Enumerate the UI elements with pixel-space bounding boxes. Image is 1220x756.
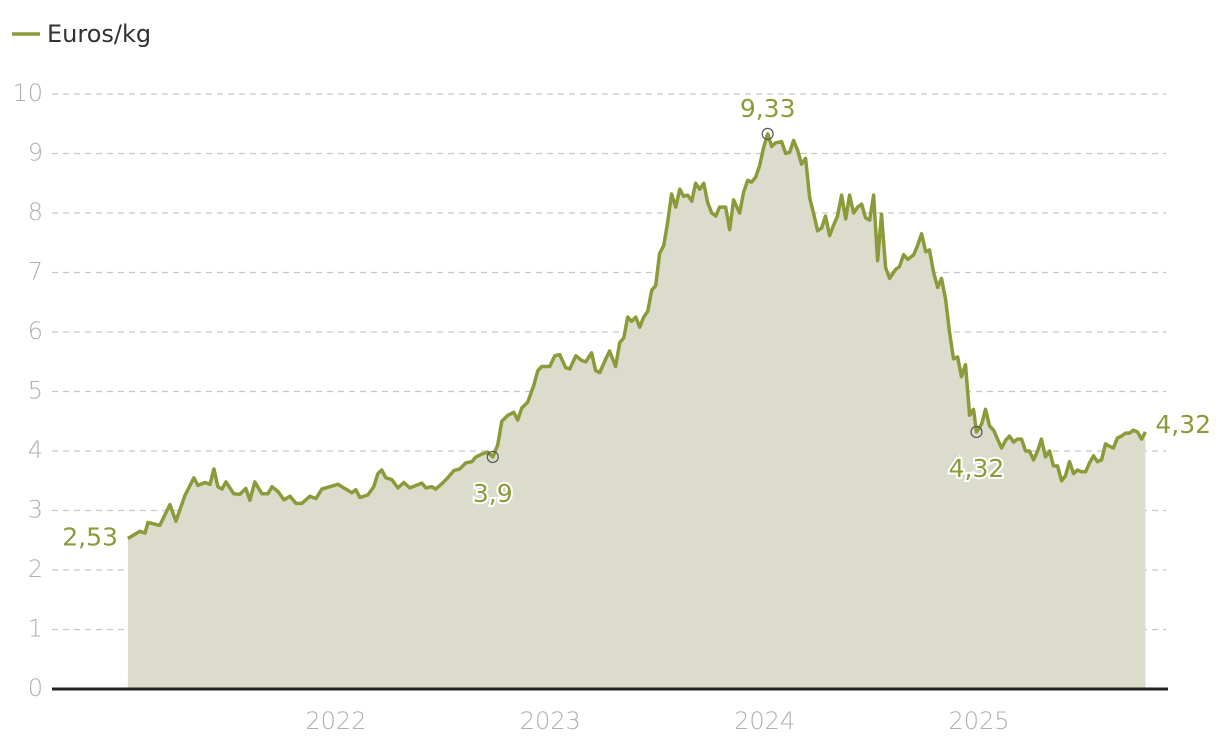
y-tick-label: 10 xyxy=(12,79,43,107)
x-tick-label: 2023 xyxy=(520,707,581,735)
legend-label: Euros/kg xyxy=(47,20,151,48)
y-tick-label: 6 xyxy=(28,317,43,345)
area xyxy=(127,133,1146,689)
y-tick-label: 8 xyxy=(28,198,43,226)
annotation-label: 2,53 xyxy=(62,522,118,551)
y-tick-label: 0 xyxy=(28,674,43,702)
annotation-marker xyxy=(486,450,499,464)
y-tick-label: 9 xyxy=(28,139,43,167)
annotation-label: 3,9 xyxy=(473,479,513,508)
annotation-label: 4,32 xyxy=(949,454,1005,483)
annotation-marker xyxy=(970,425,983,439)
x-tick-label: 2024 xyxy=(734,707,795,735)
y-tick-label: 5 xyxy=(28,377,43,405)
y-tick-label: 1 xyxy=(28,615,43,643)
y-tick-label: 3 xyxy=(28,496,43,524)
annotation-label: 4,32 xyxy=(1155,410,1211,439)
y-tick-label: 2 xyxy=(28,555,43,583)
x-tick-label: 2025 xyxy=(949,707,1010,735)
annotation-marker xyxy=(761,127,774,140)
y-tick-label: 4 xyxy=(28,436,43,464)
line xyxy=(126,132,1147,541)
y-tick-label: 7 xyxy=(28,258,43,286)
annotation-label: 9,33 xyxy=(740,94,796,123)
x-tick-label: 2022 xyxy=(305,707,366,735)
